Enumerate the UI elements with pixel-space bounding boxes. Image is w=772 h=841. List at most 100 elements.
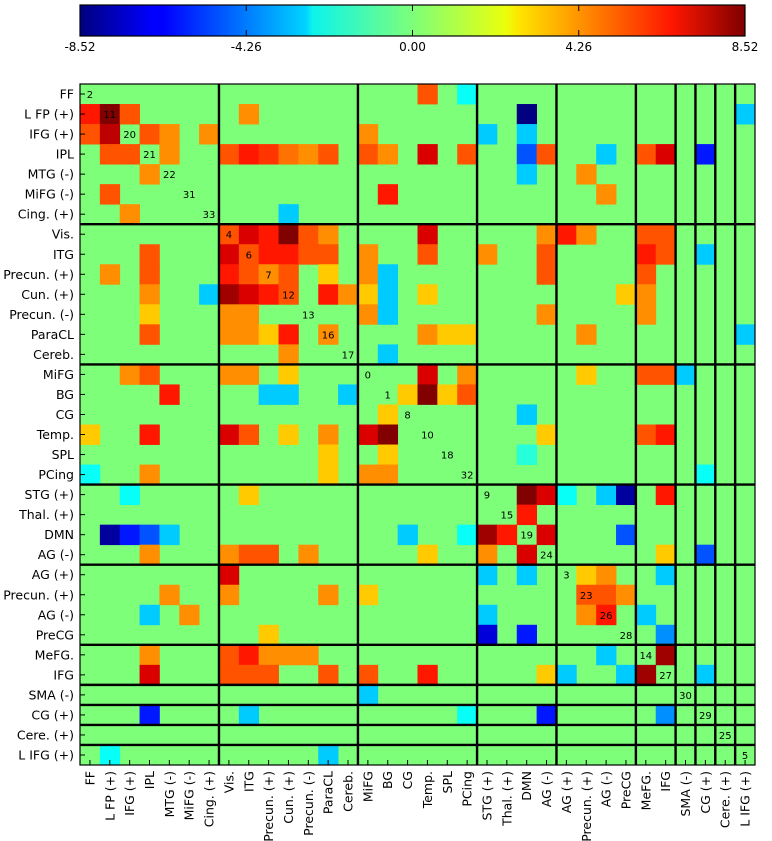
heatmap-cell bbox=[278, 364, 299, 385]
heatmap-cell bbox=[119, 104, 140, 125]
heatmap-cell bbox=[159, 524, 180, 546]
heatmap-cell bbox=[278, 204, 299, 225]
heatmap-cell bbox=[516, 544, 538, 566]
diagonal-label: 6 bbox=[246, 250, 252, 261]
column-label: CG bbox=[400, 771, 415, 789]
heatmap-cell bbox=[258, 324, 279, 345]
heatmap-cell bbox=[258, 224, 279, 245]
heatmap-cell bbox=[397, 384, 418, 405]
heatmap-cell bbox=[417, 364, 438, 385]
heatmap-cell bbox=[377, 304, 399, 325]
heatmap-cell bbox=[417, 384, 438, 405]
heatmap-cell bbox=[159, 584, 180, 606]
row-label: IFG bbox=[53, 667, 74, 682]
heatmap-cell bbox=[139, 304, 160, 325]
row-label: Temp. bbox=[36, 427, 74, 442]
heatmap-cell bbox=[318, 264, 339, 285]
heatmap-cell bbox=[695, 664, 716, 686]
diagonal-label: 31 bbox=[183, 190, 196, 201]
heatmap-cell bbox=[318, 244, 339, 265]
row-label: MTG (-) bbox=[28, 167, 74, 182]
heatmap-cell bbox=[596, 484, 617, 506]
heatmap-cell bbox=[238, 144, 260, 165]
column-label: MeFG. bbox=[638, 771, 653, 810]
diagonal-label: 10 bbox=[421, 431, 434, 442]
heatmap-cell bbox=[258, 284, 279, 305]
heatmap-cell bbox=[437, 384, 458, 405]
heatmap-cell bbox=[357, 304, 379, 325]
heatmap-cell bbox=[80, 104, 101, 125]
heatmap-cell bbox=[357, 124, 379, 145]
colorbar-tick-label: 0.00 bbox=[399, 40, 426, 54]
heatmap-cell bbox=[218, 584, 240, 606]
heatmap-cell bbox=[218, 244, 240, 265]
heatmap-cell bbox=[357, 424, 379, 445]
heatmap-cell bbox=[377, 464, 399, 485]
column-label: PreCG bbox=[618, 771, 633, 809]
colorbar: -8.52 -4.26 0.00 4.26 8.52 bbox=[64, 4, 758, 54]
heatmap-cell bbox=[218, 324, 240, 345]
heatmap-cell bbox=[238, 264, 260, 285]
heatmap-cell bbox=[576, 584, 597, 606]
heatmap-cell bbox=[695, 144, 716, 165]
heatmap-cell bbox=[278, 284, 299, 305]
row-label: PreCG bbox=[36, 627, 74, 642]
heatmap-cell bbox=[596, 604, 617, 626]
row-label: PCing bbox=[38, 467, 74, 482]
matrix-cells bbox=[80, 84, 756, 766]
heatmap-cell bbox=[357, 584, 379, 606]
heatmap-cell bbox=[417, 544, 438, 566]
heatmap-cell bbox=[278, 144, 299, 165]
heatmap-cell bbox=[635, 144, 657, 165]
diagonal-label: 1 bbox=[385, 390, 391, 401]
heatmap-cell bbox=[635, 304, 657, 325]
diagonal-label: 7 bbox=[265, 270, 271, 281]
colorbar-tick-label: 4.26 bbox=[565, 40, 592, 54]
heatmap-cell bbox=[139, 124, 160, 145]
heatmap-cell bbox=[139, 704, 160, 726]
heatmap-cell bbox=[119, 204, 140, 225]
heatmap-cell bbox=[298, 224, 319, 245]
heatmap-cell bbox=[80, 124, 101, 145]
heatmap-cell bbox=[417, 84, 438, 105]
heatmap-cell bbox=[377, 444, 399, 465]
heatmap-cell bbox=[99, 184, 121, 205]
heatmap-cell bbox=[477, 524, 498, 546]
row-label: Cing. (+) bbox=[18, 207, 74, 222]
column-label: STG (+) bbox=[479, 771, 494, 820]
heatmap-cell bbox=[616, 524, 637, 546]
diagonal-label: 12 bbox=[282, 290, 295, 301]
heatmap-cell bbox=[655, 244, 676, 265]
heatmap-cell bbox=[596, 144, 617, 165]
heatmap-cell bbox=[536, 704, 557, 726]
heatmap-cell bbox=[496, 524, 518, 546]
column-label: BG bbox=[380, 771, 395, 789]
heatmap-cell bbox=[238, 324, 260, 345]
heatmap-cell bbox=[338, 284, 359, 305]
row-label: Precun. (+) bbox=[3, 587, 74, 602]
heatmap-cell bbox=[377, 424, 399, 445]
heatmap-cell bbox=[258, 384, 279, 405]
heatmap-cell bbox=[298, 144, 319, 165]
column-label: IFG (+) bbox=[122, 771, 137, 816]
column-label: ParaCL bbox=[321, 771, 336, 814]
heatmap-cell bbox=[576, 364, 597, 385]
heatmap-cell bbox=[218, 424, 240, 445]
heatmap-cell bbox=[278, 644, 299, 666]
heatmap-cell bbox=[457, 364, 478, 385]
heatmap-cell bbox=[357, 284, 379, 305]
heatmap-cell bbox=[298, 544, 319, 566]
heatmap-cell bbox=[655, 624, 676, 646]
diagonal-label: 3 bbox=[563, 571, 569, 582]
diagonal-label: 22 bbox=[163, 170, 176, 181]
row-label: Cun. (+) bbox=[21, 287, 74, 302]
heatmap-cell bbox=[218, 224, 240, 245]
heatmap-cell bbox=[635, 224, 657, 245]
column-label: Precun. (+) bbox=[579, 771, 594, 841]
heatmap-cell bbox=[238, 104, 260, 125]
row-label: Thal. (+) bbox=[18, 507, 74, 522]
diagonal-label: 8 bbox=[404, 410, 410, 421]
heatmap-cell bbox=[139, 364, 160, 385]
row-label: CG bbox=[56, 407, 74, 422]
column-label: AG (-) bbox=[539, 771, 554, 807]
